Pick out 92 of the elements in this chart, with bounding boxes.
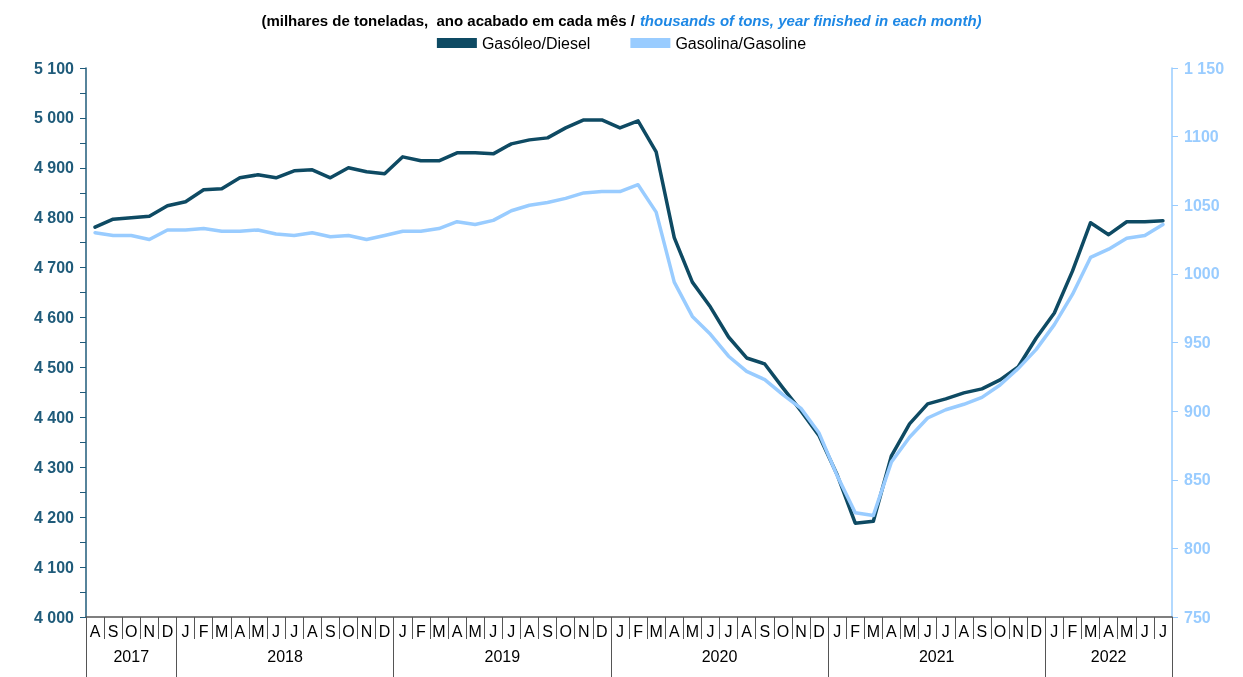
x-tick-label: M xyxy=(685,622,700,640)
text: 2018 xyxy=(267,647,303,665)
x-tick-label: J xyxy=(923,622,932,640)
x-tick-label: N xyxy=(1012,622,1024,640)
y2-tick-label: 750 xyxy=(1184,608,1211,626)
x-tick-label: F xyxy=(198,622,209,640)
x-tick-label: D xyxy=(1030,622,1043,640)
x-tick-label: A xyxy=(524,622,536,640)
x-tick-label: A xyxy=(1103,622,1115,640)
x-tick-label: A xyxy=(886,622,898,640)
x-tick-label: A xyxy=(234,622,246,640)
x-tick-label: S xyxy=(976,622,988,640)
x-tick-label: J xyxy=(489,622,498,640)
x-tick-label: M xyxy=(215,622,229,640)
y-tick-label: 4 100 xyxy=(33,558,75,576)
text: 2021 xyxy=(918,647,955,665)
line-series xyxy=(93,182,1165,518)
text: 2019 xyxy=(484,647,521,665)
y-tick-label: 5 000 xyxy=(33,109,75,127)
x-tick-label: D xyxy=(596,622,608,640)
chart-title: (milhares de toneladas, ano acabado em cada mês / xyxy=(261,11,636,29)
x-tick-label: M xyxy=(1120,622,1134,640)
x-tick-label: M xyxy=(468,622,482,640)
x-tick-label: M xyxy=(1083,622,1098,640)
y2-tick-label: 950 xyxy=(1184,334,1211,351)
y-tick-label: 4 900 xyxy=(33,159,75,177)
x-tick-label: D xyxy=(161,622,174,640)
y-tick-label: 4 200 xyxy=(33,508,75,526)
x-tick-label: J xyxy=(181,622,190,640)
x-tick-label: S xyxy=(107,622,119,640)
x-tick-label: J xyxy=(724,622,733,640)
x-tick-label: J xyxy=(941,622,950,640)
x-tick-label: A xyxy=(741,622,753,640)
x-tick-label: A xyxy=(451,622,463,640)
x-tick-label: J xyxy=(706,622,715,640)
x-tick-label: S xyxy=(325,622,336,640)
x-tick-label: J xyxy=(1158,622,1167,640)
y-tick-label: 4 800 xyxy=(33,209,75,227)
y2-tick-label: 900 xyxy=(1184,402,1211,420)
y-tick-label: 4 700 xyxy=(33,259,75,277)
y2-tick-label: 1050 xyxy=(1184,196,1220,214)
x-tick-label: J xyxy=(398,622,407,640)
text: 2017 xyxy=(113,647,150,665)
y-tick-label: 4 000 xyxy=(33,608,75,626)
x-tick-label: J xyxy=(1140,622,1149,640)
x-tick-label: J xyxy=(1050,622,1059,640)
x-tick-label: M xyxy=(866,622,881,640)
text: 2020 xyxy=(701,647,738,665)
x-tick-label: A xyxy=(89,622,101,640)
legend-label: Gasolina/Gasoline xyxy=(675,34,807,52)
x-tick-label: J xyxy=(290,622,299,640)
text: 2022 xyxy=(1090,647,1127,665)
x-tick-label: D xyxy=(378,622,391,640)
x-tick-label: N xyxy=(143,622,156,640)
x-tick-label: A xyxy=(958,622,970,640)
x-tick-label: M xyxy=(432,622,446,640)
y2-tick-label: 1100 xyxy=(1184,128,1219,146)
y-tick-label: 4 500 xyxy=(33,358,75,376)
x-tick-label: O xyxy=(559,622,572,640)
x-tick-label: M xyxy=(902,622,917,640)
x-tick-label: F xyxy=(1067,622,1078,640)
x-tick-label: M xyxy=(649,622,663,640)
x-tick-label: O xyxy=(342,622,355,640)
y-tick-label: 4 300 xyxy=(33,458,75,476)
x-tick-label: O xyxy=(776,622,790,640)
x-tick-label: F xyxy=(415,622,426,640)
x-tick-label: N xyxy=(360,622,373,640)
x-tick-label: J xyxy=(615,622,624,640)
x-tick-label: A xyxy=(306,622,318,640)
y-tick-label: 5 100 xyxy=(33,59,75,77)
y2-tick-label: 1 150 xyxy=(1184,59,1225,77)
x-tick-label: O xyxy=(125,622,138,640)
x-tick-label: J xyxy=(272,622,281,640)
y-tick-label: 4 600 xyxy=(33,309,75,327)
x-tick-label: M xyxy=(251,622,265,640)
x-tick-label: D xyxy=(813,622,825,640)
x-tick-label: J xyxy=(833,622,842,640)
x-tick-label: O xyxy=(993,622,1007,640)
y-tick-label: 4 400 xyxy=(33,408,75,426)
x-tick-label: N xyxy=(577,622,590,640)
y2-tick-label: 1000 xyxy=(1184,265,1220,283)
y2-tick-label: 850 xyxy=(1184,471,1211,489)
legend-label: Gasóleo/Diesel xyxy=(481,34,591,52)
x-tick-label: S xyxy=(759,622,771,640)
x-tick-label: A xyxy=(668,622,680,640)
y2-tick-label: 800 xyxy=(1184,539,1211,557)
x-tick-label: F xyxy=(850,622,861,640)
x-tick-label: J xyxy=(507,622,516,640)
chart-subtitle: thousands of tons, year finished in each month) xyxy=(639,11,982,29)
x-tick-label: N xyxy=(795,622,807,640)
x-tick-label: S xyxy=(542,622,553,640)
x-tick-label: F xyxy=(633,622,644,640)
